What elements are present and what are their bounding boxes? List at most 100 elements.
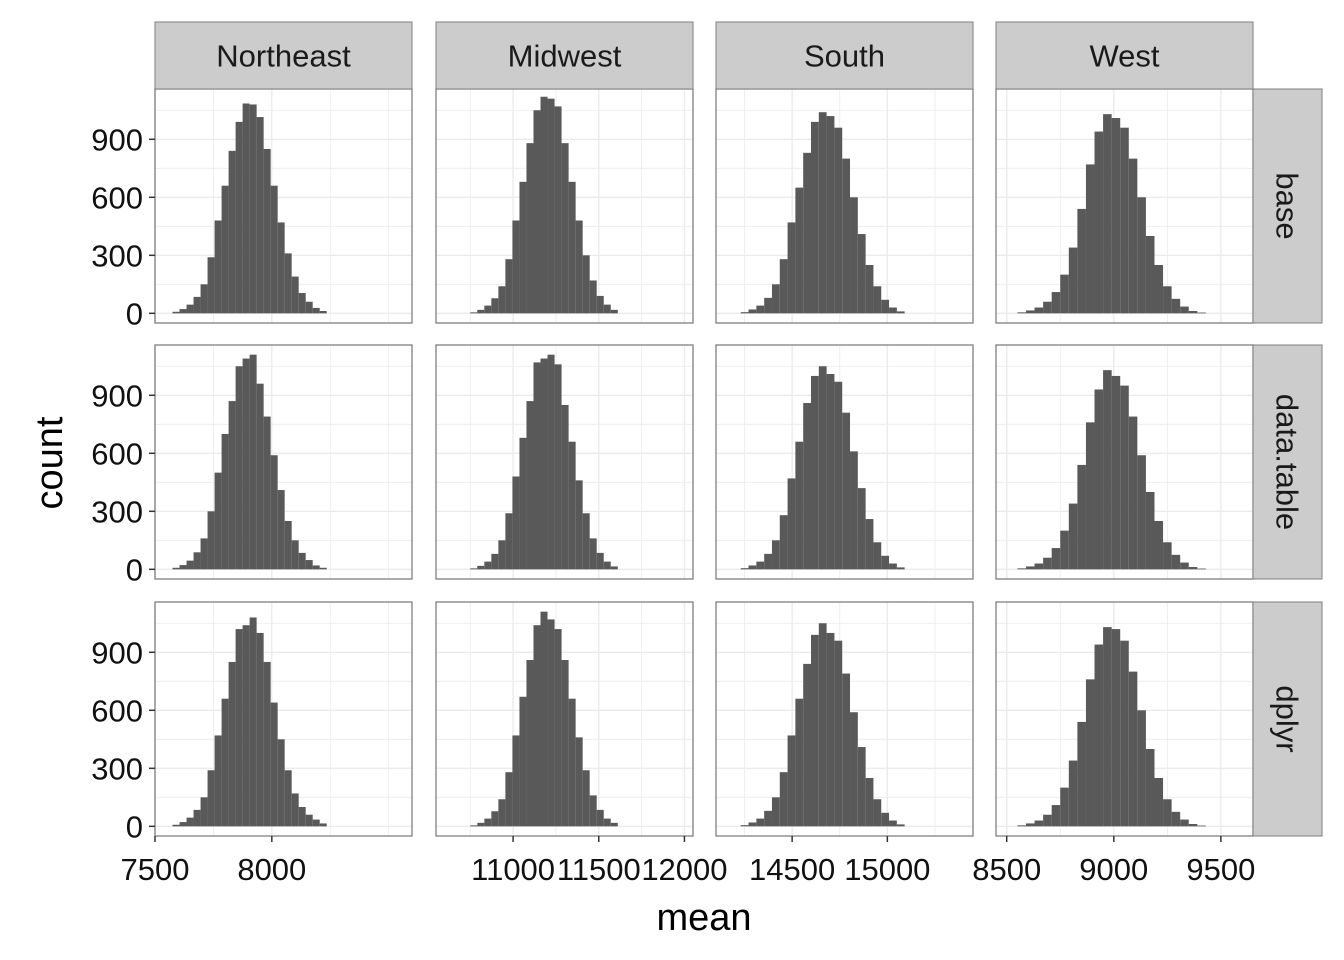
- histogram-bar: [795, 187, 804, 314]
- histogram-bar: [305, 814, 313, 827]
- histogram-bar: [1094, 389, 1104, 570]
- histogram-bar: [810, 634, 819, 827]
- histogram-bar: [491, 553, 499, 570]
- histogram-bar: [1128, 671, 1138, 827]
- histogram-bar: [284, 770, 292, 827]
- x-tick-label: 12000: [641, 852, 727, 887]
- histogram-bar: [270, 455, 278, 570]
- histogram-bar: [1085, 164, 1095, 314]
- histogram-bar: [505, 513, 513, 570]
- histogram-bar: [818, 623, 827, 827]
- histogram-bar: [491, 298, 499, 314]
- histogram-bar: [1120, 385, 1129, 570]
- histogram-bar: [519, 181, 527, 314]
- histogram-bar: [526, 401, 534, 570]
- y-tick-label: 900: [91, 122, 143, 157]
- histogram-bar: [1163, 286, 1172, 314]
- histogram-bar: [207, 257, 215, 314]
- histogram-bar: [1120, 127, 1129, 314]
- histogram-bar: [172, 567, 180, 570]
- histogram-bar: [498, 799, 506, 827]
- histogram-bar: [842, 412, 851, 570]
- histogram-bar: [865, 264, 874, 314]
- histogram-bar: [547, 619, 555, 827]
- histogram-bar: [319, 823, 327, 827]
- histogram-bar: [1103, 370, 1112, 570]
- histogram-bar: [589, 795, 597, 827]
- histogram-bar: [842, 673, 851, 827]
- histogram-bar: [1085, 422, 1095, 570]
- histogram-bar: [228, 150, 236, 314]
- histogram-bar: [498, 286, 506, 314]
- histogram-bar: [787, 478, 796, 570]
- histogram-bar: [1034, 307, 1044, 314]
- histogram-bar: [850, 712, 858, 827]
- y-tick-label: 900: [91, 378, 143, 413]
- histogram-bar: [818, 366, 827, 570]
- histogram-bar: [575, 220, 583, 314]
- histogram-bar: [554, 106, 562, 314]
- histogram-bar: [284, 253, 292, 314]
- histogram-bar: [298, 293, 306, 314]
- histogram-bar: [298, 552, 306, 570]
- strip-label-row-0: base: [1270, 172, 1305, 239]
- histogram-bar: [298, 806, 306, 827]
- histogram-bar: [1068, 760, 1078, 827]
- strip-label-col-1: Midwest: [508, 39, 622, 74]
- strip-label-row-2: dplyr: [1270, 685, 1305, 752]
- histogram-bar: [764, 553, 772, 570]
- histogram-bar: [818, 112, 827, 314]
- histogram-bar: [865, 519, 874, 570]
- histogram-bar: [582, 513, 590, 570]
- histogram-bar: [857, 747, 866, 827]
- histogram-bar: [477, 822, 485, 827]
- histogram-bar: [1025, 566, 1035, 570]
- panel-border: [154, 601, 413, 837]
- histogram-bar: [242, 358, 250, 570]
- histogram-bar: [214, 220, 222, 314]
- x-tick-label: 11000: [471, 852, 555, 887]
- histogram-bar: [575, 480, 583, 570]
- histogram-bar: [740, 568, 749, 570]
- histogram-bar: [505, 259, 513, 314]
- histogram-bar: [582, 255, 590, 314]
- histogram-bar: [795, 441, 804, 570]
- histogram-bar: [1111, 375, 1121, 570]
- histogram-bar: [235, 629, 243, 827]
- histogram-bar: [193, 296, 201, 314]
- panel-border: [154, 344, 413, 580]
- histogram-bar: [547, 354, 555, 570]
- y-tick-label: 600: [91, 180, 143, 215]
- histogram-bar: [1051, 292, 1061, 314]
- panel-border: [435, 344, 694, 580]
- histogram-bar: [589, 280, 597, 314]
- histogram-bar: [1171, 298, 1181, 314]
- x-tick-label: 14500: [749, 852, 835, 887]
- histogram-bar: [484, 561, 492, 570]
- histogram-bar: [603, 561, 611, 570]
- histogram-bar: [519, 437, 527, 570]
- histogram-bar: [850, 451, 858, 570]
- histogram-bar: [512, 476, 520, 570]
- panel-border: [715, 601, 974, 837]
- histogram-bar: [764, 810, 772, 827]
- histogram-bar: [1094, 644, 1104, 827]
- histogram-bar: [1111, 629, 1121, 827]
- histogram-bar: [787, 735, 796, 827]
- histogram-bar: [540, 96, 548, 314]
- histogram-bar: [756, 305, 765, 314]
- x-tick-label: 9000: [1079, 852, 1148, 887]
- histogram-bar: [505, 772, 513, 827]
- histogram-bar: [477, 309, 485, 314]
- panel-border: [715, 344, 974, 580]
- histogram-bar: [305, 560, 313, 570]
- histogram-bar: [857, 234, 866, 314]
- histogram-bar: [1120, 640, 1129, 827]
- panel-border: [435, 601, 694, 837]
- histogram-bar: [561, 404, 569, 570]
- histogram-bar: [865, 777, 874, 827]
- histogram-bar: [881, 555, 890, 570]
- histogram-bar: [1051, 548, 1061, 570]
- y-tick-label: 0: [126, 296, 143, 331]
- histogram-bar: [850, 197, 858, 314]
